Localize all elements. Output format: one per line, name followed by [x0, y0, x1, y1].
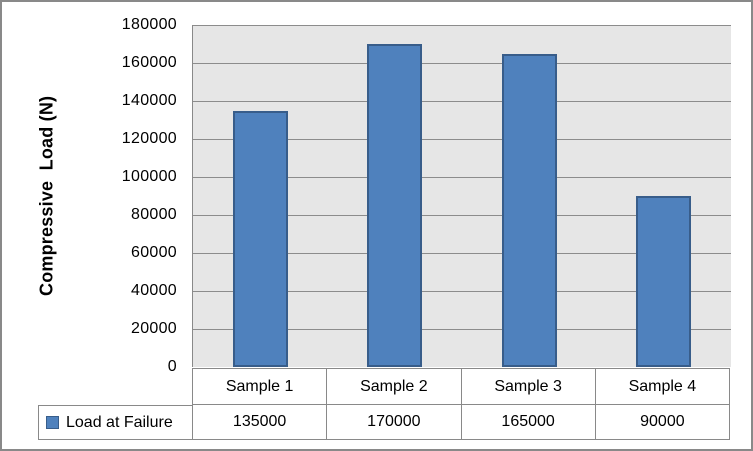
table-header-cell: Sample 2 [326, 369, 460, 404]
table-value-row: 135000 170000 165000 90000 [192, 405, 730, 440]
bar-sample-4 [636, 196, 692, 367]
table-header-row: Sample 1 Sample 2 Sample 3 Sample 4 [192, 368, 730, 405]
y-tick-label: 100000 [121, 168, 177, 185]
gridline [193, 329, 731, 330]
table-header-cell: Sample 4 [594, 369, 729, 404]
plot-area [192, 25, 731, 367]
table-value-cell: 90000 [594, 405, 729, 439]
gridline [193, 25, 731, 26]
y-axis-title: Compressive Load (N) [36, 95, 57, 297]
y-tick-label: 140000 [121, 92, 177, 109]
gridline [193, 101, 731, 102]
table-value-cell: 135000 [192, 405, 326, 439]
bar-sample-3 [501, 53, 557, 367]
gridline [193, 177, 731, 178]
y-tick-label: 160000 [121, 54, 177, 71]
gridline [193, 291, 731, 292]
legend-cell: Load at Failure [38, 405, 192, 440]
table-value-cell: 165000 [460, 405, 595, 439]
y-tick-label: 80000 [131, 206, 177, 223]
gridline [193, 253, 731, 254]
table-value-cell: 170000 [326, 405, 460, 439]
legend-series-label: Load at Failure [66, 413, 173, 431]
y-tick-label: 180000 [121, 16, 177, 33]
gridline [193, 215, 731, 216]
gridline [193, 63, 731, 64]
gridline [193, 139, 731, 140]
table-header-cell: Sample 3 [460, 369, 595, 404]
y-tick-label: 60000 [131, 244, 177, 261]
y-tick-label: 0 [167, 358, 177, 375]
y-tick-label: 120000 [121, 130, 177, 147]
bar-sample-2 [367, 44, 423, 367]
legend-key-swatch [46, 416, 59, 429]
bar-sample-1 [232, 110, 288, 367]
y-tick-label: 20000 [131, 320, 177, 337]
table-header-cell: Sample 1 [192, 369, 326, 404]
y-tick-label: 40000 [131, 282, 177, 299]
